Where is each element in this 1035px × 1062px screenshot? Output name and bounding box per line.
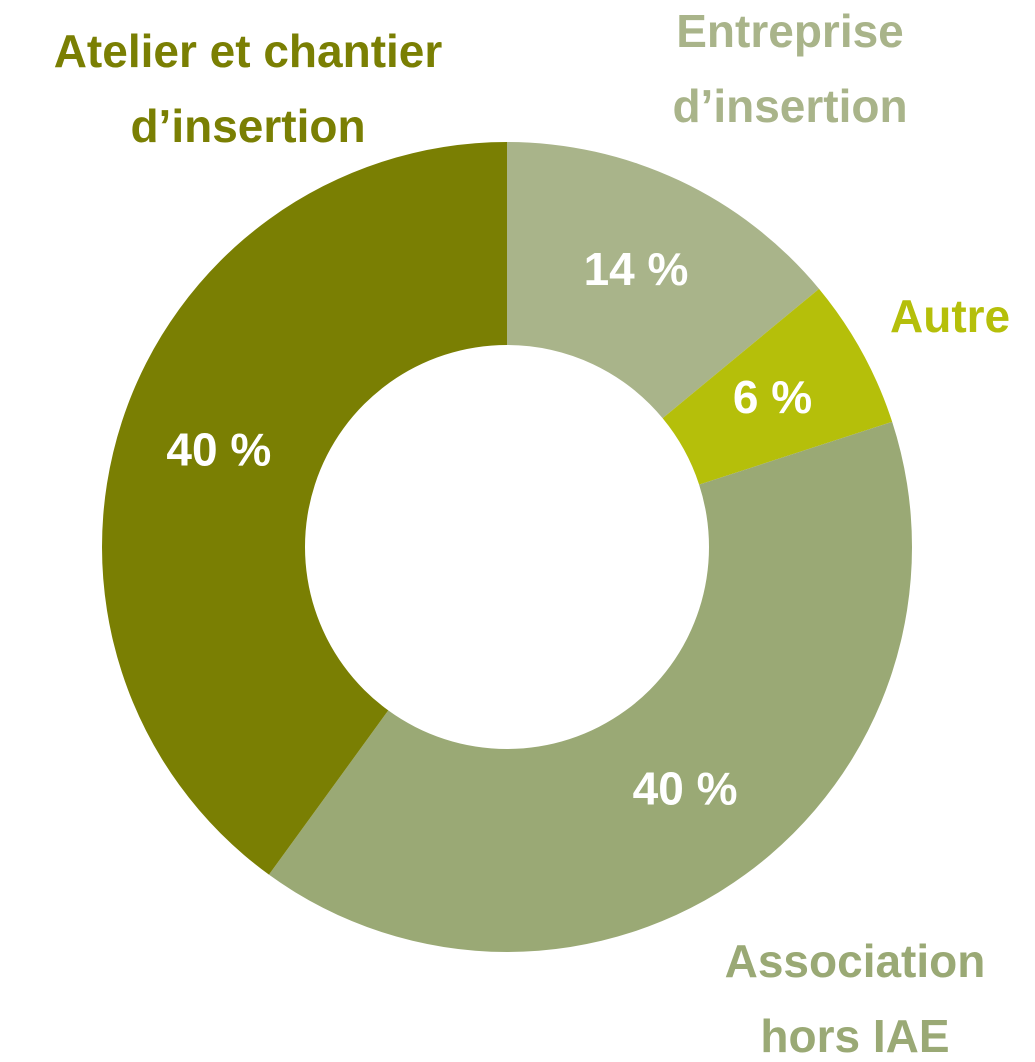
value-label: 14 % xyxy=(584,243,689,295)
value-label: 40 % xyxy=(166,424,271,476)
value-label: 6 % xyxy=(733,371,812,423)
category-label: Entreprise d’insertion xyxy=(672,5,907,132)
donut-slice xyxy=(662,288,893,485)
donut-slice xyxy=(268,421,913,953)
donut-slice xyxy=(507,142,820,419)
category-label: Autre xyxy=(890,290,1010,342)
value-label: 40 % xyxy=(633,762,738,814)
donut-slice xyxy=(101,142,507,875)
category-label: Association hors IAE xyxy=(725,935,986,1062)
category-label: Atelier et chantier d’insertion xyxy=(54,25,443,152)
